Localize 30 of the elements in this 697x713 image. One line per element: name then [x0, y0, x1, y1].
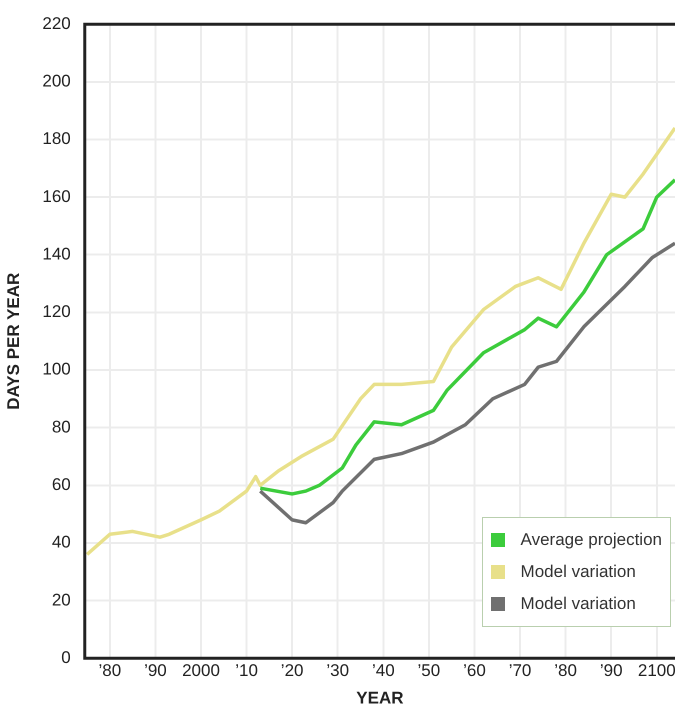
- x-tick-label: 2100: [638, 661, 676, 680]
- y-tick-label: 220: [42, 14, 71, 33]
- legend-label: Model variation: [520, 593, 636, 615]
- x-tick-label: ’40: [372, 661, 395, 680]
- x-tick-label: ’80: [554, 661, 577, 680]
- y-tick-label: 40: [52, 532, 71, 552]
- y-axis-title: DAYS PER YEAR: [4, 272, 23, 410]
- x-tick-label: ’60: [463, 661, 486, 680]
- y-tick-label: 200: [42, 72, 71, 91]
- y-tick-label: 0: [61, 648, 71, 667]
- x-tick-label: ’10: [235, 661, 258, 680]
- x-tick-label: ’90: [600, 661, 623, 680]
- y-tick-label: 160: [42, 186, 71, 206]
- y-tick-label: 180: [42, 129, 71, 148]
- x-tick-label: ’90: [144, 661, 167, 680]
- legend-label: Average projection: [520, 529, 662, 551]
- x-tick-label: ’80: [98, 661, 122, 680]
- y-tick-label: 80: [52, 417, 71, 436]
- y-tick-label: 60: [52, 474, 71, 494]
- x-tick-label: ’30: [326, 661, 350, 680]
- x-tick-label: ’20: [280, 661, 304, 680]
- x-axis-title: YEAR: [356, 688, 404, 708]
- y-tick-label: 140: [42, 244, 71, 264]
- y-tick-label: 120: [42, 302, 71, 322]
- y-tick-label: 20: [52, 590, 71, 610]
- x-tick-label: ’70: [508, 661, 532, 680]
- x-tick-label: ’50: [418, 661, 440, 680]
- y-tick-label: 100: [42, 360, 71, 379]
- x-tick-label: 2000: [182, 661, 220, 680]
- legend-label: Model variation: [520, 561, 636, 583]
